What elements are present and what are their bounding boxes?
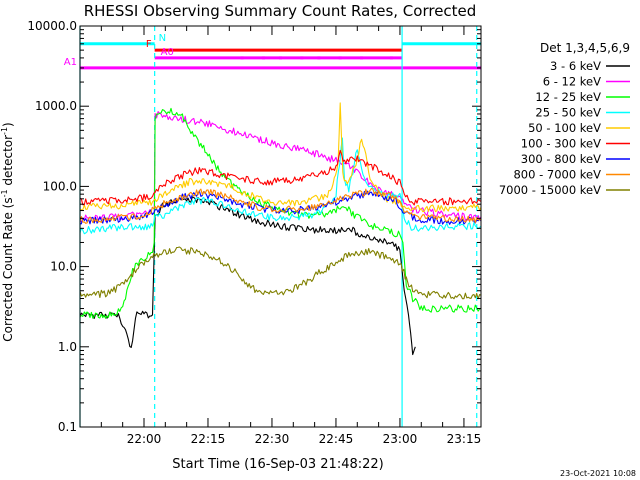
legend-label: 300 - 800 keV (521, 152, 601, 166)
state-label-f: F (146, 39, 152, 50)
x-tick-label: 23:15 (447, 432, 482, 446)
y-axis-label-main: Corrected Count Rate (s (1, 197, 15, 341)
chart-title: RHESSI Observing Summary Count Rates, Co… (84, 2, 477, 20)
state-dot-1 (261, 56, 265, 60)
state-dot-0 (240, 56, 244, 60)
state-label-n: N (159, 33, 166, 44)
y-axis-label-sup2: -1 (0, 127, 9, 135)
x-tick-label: 22:30 (255, 432, 290, 446)
y-axis-label-sup1: -1 (0, 189, 9, 197)
x-tick-label: 22:00 (127, 432, 162, 446)
series-line-3 (79, 137, 482, 235)
state-dot-2 (279, 56, 282, 60)
series-line-2 (79, 107, 482, 319)
y-tick-label: 1000.0 (35, 99, 77, 113)
series-line-7 (79, 187, 482, 224)
y-tick-label: 0.1 (58, 420, 77, 434)
state-label-a0: A0 (161, 47, 174, 58)
y-tick-label: 100.0 (43, 179, 77, 193)
legend-label: 12 - 25 keV (535, 90, 601, 104)
state-dot-4 (317, 56, 321, 60)
series-line-1 (79, 111, 482, 223)
y-tick-label: 1.0 (58, 340, 77, 354)
y-axis-label-mid: detector (1, 135, 15, 190)
legend-label: 25 - 50 keV (535, 106, 601, 120)
plot-frame (79, 25, 482, 428)
y-tick-label: 10.0 (50, 260, 77, 274)
state-dot-6 (360, 56, 364, 60)
series-line-4 (79, 102, 482, 213)
state-dot-3 (300, 56, 304, 60)
state-dot-7 (389, 56, 393, 60)
legend-label: 100 - 300 keV (521, 137, 601, 151)
series-line-5 (79, 149, 482, 206)
series-line-0 (79, 196, 416, 356)
legend-label: 3 - 6 keV (550, 59, 601, 73)
legend-label: 50 - 100 keV (528, 121, 601, 135)
timestamp: 23-Oct-2021 10:08 (560, 469, 636, 478)
legend-label: 7000 - 15000 keV (499, 183, 601, 197)
y-axis-label-end: ) (1, 122, 15, 127)
x-axis-label: Start Time (16-Sep-03 21:48:22) (172, 457, 383, 472)
state-label-a1: A1 (64, 57, 77, 68)
x-tick-label: 22:45 (319, 432, 354, 446)
x-tick-label: 23:00 (383, 432, 418, 446)
state-dot-5 (338, 56, 342, 60)
y-axis-label: Corrected Count Rate (s-1 detector-1) (0, 122, 15, 341)
series-line-8 (79, 246, 482, 300)
plot-area: NF A0 A1 0.1 1.0 10.0 100.0 1000.0 10000.0 22:00 2… (27, 19, 482, 446)
y-tick-label: 10000.0 (27, 19, 77, 33)
x-tick-label: 22:15 (191, 432, 226, 446)
series-line-6 (80, 190, 482, 225)
legend-label: 800 - 7000 keV (513, 168, 601, 182)
legend-title: Det 1,3,4,5,6,9 (540, 41, 630, 55)
legend-label: 6 - 12 keV (543, 75, 601, 89)
